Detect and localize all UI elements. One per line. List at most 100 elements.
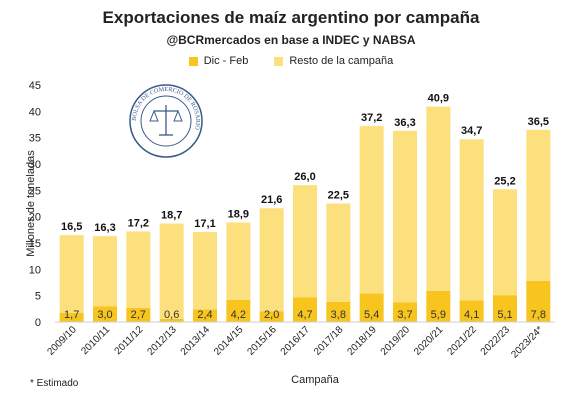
bar-label-dic-feb: 0,6 — [164, 309, 179, 321]
x-tick-label: 2014/15 — [212, 324, 246, 358]
bar-label-dic-feb: 2,4 — [197, 309, 212, 321]
chart-subtitle: @BCRmercados en base a INDEC y NABSA — [166, 33, 416, 47]
x-tick-label: 2019/20 — [379, 324, 413, 358]
y-tick-label: 0 — [35, 317, 41, 329]
legend: Dic - Feb Resto de la campaña — [0, 55, 582, 67]
x-axis-title: Campaña — [291, 374, 340, 386]
bar-dic-feb — [159, 318, 184, 322]
bar-resto — [326, 203, 351, 302]
bar-dic-feb — [326, 301, 351, 322]
x-tick-label: 2009/10 — [45, 324, 79, 358]
bcr-seal-logo: BOLSA DE COMERCIO DE ROSARIO — [129, 84, 203, 158]
bar-label-dic-feb: 4,1 — [464, 309, 479, 321]
bar-total-label: 18,7 — [161, 210, 182, 222]
bar-resto — [459, 139, 484, 301]
chart-title: Exportaciones de maíz argentino por camp… — [102, 8, 480, 27]
footnote: * Estimado — [30, 378, 79, 389]
x-tick-label: 2013/14 — [179, 324, 213, 358]
bar-resto — [393, 130, 417, 303]
bar-dic-feb — [126, 307, 151, 322]
x-tick-label: 2010/11 — [79, 324, 112, 357]
bar-total-label: 34,7 — [461, 125, 482, 137]
bar-total-label: 25,2 — [494, 175, 515, 187]
bar-label-dic-feb: 3,0 — [97, 309, 112, 321]
bar-total-label: 36,3 — [394, 117, 415, 129]
bar-dic-feb — [393, 302, 417, 322]
y-tick-label: 35 — [29, 133, 41, 145]
x-tick-label: 2023/24* — [509, 324, 545, 360]
bar-dic-feb — [59, 313, 84, 322]
bar-resto — [259, 208, 284, 312]
bar-label-dic-feb: 3,7 — [397, 309, 412, 321]
bar-total-label: 21,6 — [261, 194, 282, 206]
bar-resto — [159, 223, 184, 319]
bar-total-label: 17,2 — [128, 217, 149, 229]
y-axis-title: Millones de toneladas — [25, 150, 37, 257]
x-tick-label: 2015/16 — [245, 324, 279, 358]
bar-resto — [293, 185, 317, 298]
legend-label-dic-feb: Dic - Feb — [203, 55, 249, 67]
y-tick-label: 45 — [29, 80, 41, 92]
bar-resto — [93, 236, 117, 307]
bar-total-label: 22,5 — [328, 190, 349, 202]
x-tick-label: 2011/12 — [113, 324, 146, 357]
x-tick-label: 2018/19 — [345, 324, 379, 358]
y-tick-label: 15 — [29, 238, 41, 250]
bar-label-dic-feb: 5,9 — [431, 309, 446, 321]
bar-resto — [359, 126, 384, 294]
x-tick-label: 2020/21 — [412, 324, 446, 358]
bar-resto — [226, 222, 251, 300]
bar-dic-feb — [193, 309, 217, 322]
bar-dic-feb — [293, 297, 317, 322]
bar-label-dic-feb: 5,4 — [364, 309, 379, 321]
x-tick-label: 2021/22 — [445, 324, 479, 358]
legend-item-dic-feb: Dic - Feb — [188, 55, 249, 67]
seal-inner-ring — [140, 95, 192, 147]
bar-dic-feb — [426, 290, 451, 322]
bar-total-label: 17,1 — [194, 218, 215, 230]
y-tick-label: 25 — [29, 185, 41, 197]
y-tick-label: 40 — [29, 106, 41, 118]
seal-scale-left-pan — [149, 109, 159, 122]
legend-item-resto: Resto de la campaña — [274, 55, 393, 67]
bar-total-label: 36,5 — [528, 116, 549, 128]
bar-total-label: 18,9 — [228, 208, 249, 220]
bar-total-label: 16,3 — [94, 222, 115, 234]
bar-label-dic-feb: 3,8 — [331, 309, 346, 321]
seal-scale-right-pan — [173, 109, 183, 122]
bar-resto — [493, 189, 517, 296]
bar-dic-feb — [459, 300, 484, 322]
bar-dic-feb — [93, 306, 117, 322]
bar-dic-feb — [493, 295, 517, 322]
seal-outer-ring — [129, 84, 203, 158]
x-tick-label: 2022/23 — [479, 324, 513, 358]
bar-resto — [193, 231, 217, 310]
bar-total-label: 26,0 — [294, 171, 315, 183]
bar-label-dic-feb: 7,8 — [531, 309, 546, 321]
x-tick-label: 2012/13 — [145, 324, 179, 358]
y-tick-label: 5 — [35, 291, 41, 303]
legend-swatch-dic-feb — [188, 56, 198, 66]
legend-swatch-resto — [274, 56, 284, 66]
bar-label-dic-feb: 2,7 — [131, 309, 146, 321]
x-tick-label: 2017/18 — [312, 324, 346, 358]
bar-label-dic-feb: 4,2 — [231, 309, 246, 321]
x-tick-label: 2016/17 — [279, 324, 313, 358]
bar-resto — [526, 129, 551, 281]
bar-total-label: 37,2 — [361, 112, 382, 124]
bar-dic-feb — [359, 293, 384, 322]
bar-dic-feb — [259, 311, 284, 322]
bar-label-dic-feb: 5,1 — [497, 309, 512, 321]
bar-resto — [126, 231, 151, 308]
legend-label-resto: Resto de la campaña — [289, 55, 394, 67]
bar-resto — [426, 106, 451, 291]
bar-label-dic-feb: 1,7 — [64, 309, 79, 321]
bar-dic-feb — [526, 280, 551, 322]
y-tick-label: 20 — [29, 212, 41, 224]
bar-total-label: 40,9 — [428, 93, 449, 105]
y-tick-label: 10 — [29, 264, 41, 276]
bar-dic-feb — [226, 299, 251, 322]
bar-total-label: 16,5 — [61, 221, 82, 233]
bar-label-dic-feb: 4,7 — [297, 309, 312, 321]
